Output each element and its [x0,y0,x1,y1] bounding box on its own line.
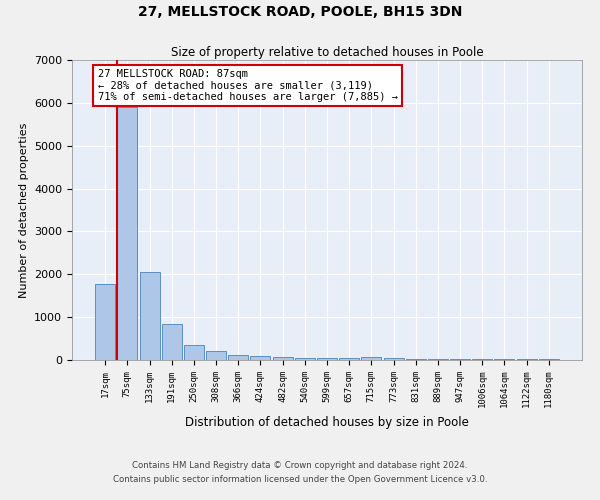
Bar [428,358,448,360]
X-axis label: Distribution of detached houses by size in Poole: Distribution of detached houses by size … [185,416,469,428]
Bar [383,358,404,360]
Bar [361,357,382,360]
Bar [250,356,271,360]
Bar [228,355,248,360]
Text: Contains HM Land Registry data © Crown copyright and database right 2024.: Contains HM Land Registry data © Crown c… [132,460,468,469]
Text: 27, MELLSTOCK ROAD, POOLE, BH15 3DN: 27, MELLSTOCK ROAD, POOLE, BH15 3DN [138,5,462,19]
Bar [162,324,182,360]
Y-axis label: Number of detached properties: Number of detached properties [19,122,29,298]
Bar [140,272,160,360]
Bar [272,357,293,360]
Bar [339,358,359,360]
Bar [206,352,226,360]
Text: Contains public sector information licensed under the Open Government Licence v3: Contains public sector information licen… [113,476,487,484]
Text: 27 MELLSTOCK ROAD: 87sqm
← 28% of detached houses are smaller (3,119)
71% of sem: 27 MELLSTOCK ROAD: 87sqm ← 28% of detach… [97,69,398,102]
Bar [295,358,315,360]
Title: Size of property relative to detached houses in Poole: Size of property relative to detached ho… [170,46,484,59]
Bar [95,284,115,360]
Bar [118,107,137,360]
Bar [450,359,470,360]
Bar [317,358,337,360]
Bar [494,359,514,360]
Bar [184,346,204,360]
Bar [406,358,426,360]
Bar [472,359,492,360]
